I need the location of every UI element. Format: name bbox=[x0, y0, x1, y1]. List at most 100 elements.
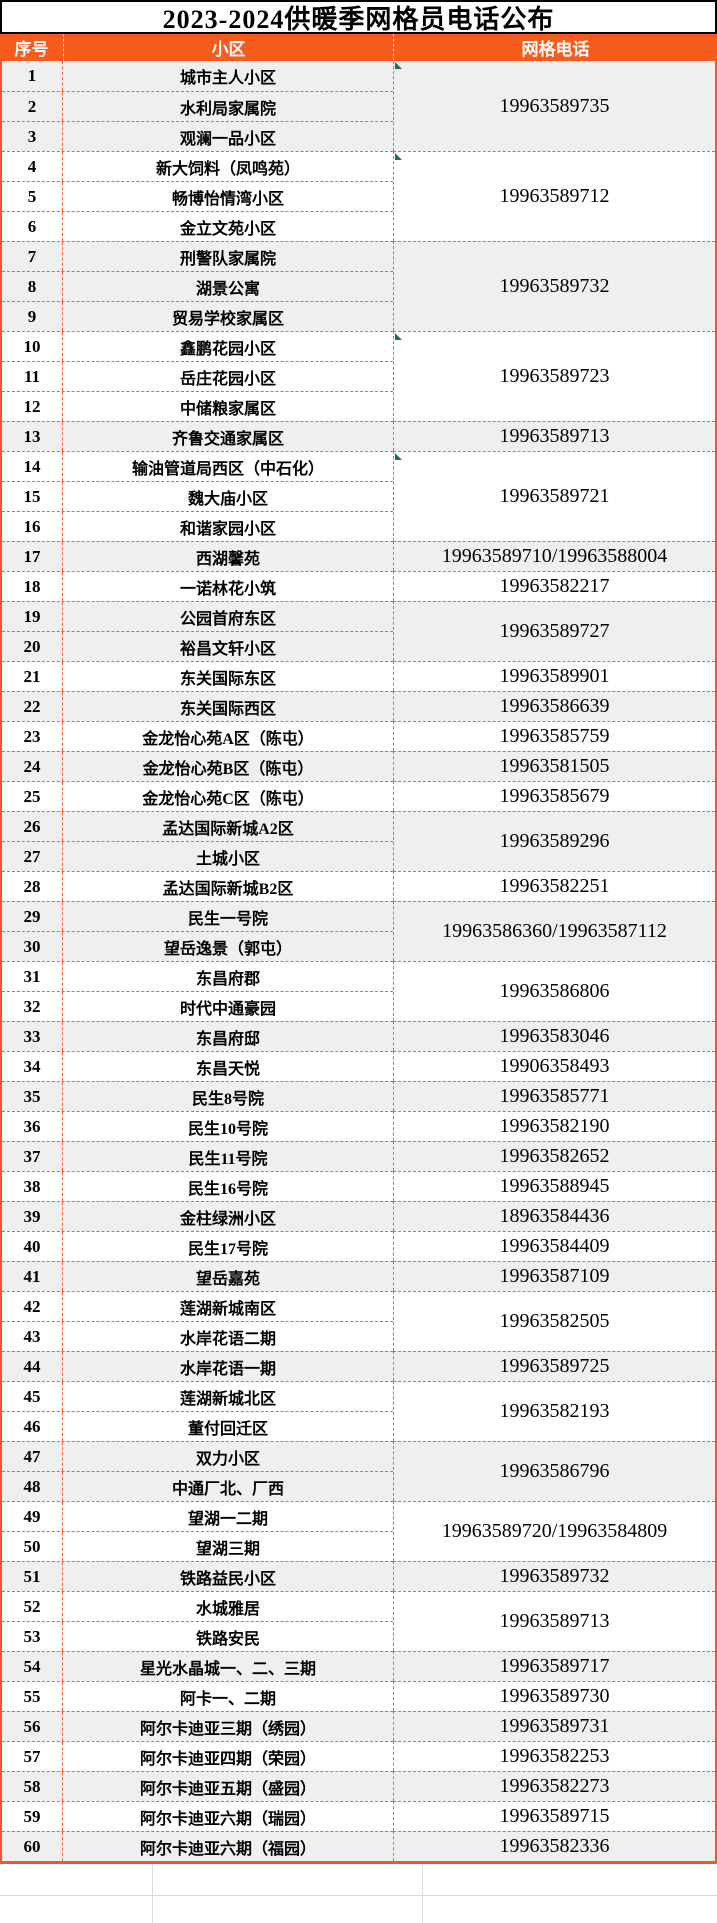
row-group-left-cells: 7 刑警队家属院 8 湖景公寓 9 贸易学校家属区 bbox=[2, 241, 393, 331]
row-index-cell: 10 bbox=[2, 332, 63, 361]
phone-number-cell: 19963582190 bbox=[393, 1111, 715, 1141]
community-name-cell: 望岳逸景（郭屯） bbox=[163, 940, 292, 958]
table-row: 60 阿尔卡迪亚六期（福园） bbox=[2, 1831, 393, 1861]
row-group: 35 民生8号院 19963585771 bbox=[2, 1081, 715, 1111]
row-group: 51 铁路益民小区 19963589732 bbox=[2, 1561, 715, 1591]
community-name-cell: 金柱绿洲小区 bbox=[179, 1210, 276, 1228]
row-group-left-cells: 58 阿尔卡迪亚五期（盛园） bbox=[2, 1771, 393, 1801]
community-name-cell: 金立文苑小区 bbox=[179, 220, 276, 238]
row-group: 40 民生17号院 19963584409 bbox=[2, 1231, 715, 1261]
row-group: 13 齐鲁交通家属区 19963589713 bbox=[2, 421, 715, 451]
community-name-cell: 岳庄花园小区 bbox=[179, 370, 276, 388]
row-index-cell: 56 bbox=[2, 1712, 63, 1741]
row-index-cell: 21 bbox=[2, 662, 63, 691]
cell-error-marker-icon bbox=[395, 62, 402, 69]
community-name-cell: 中通厂北、厂西 bbox=[171, 1480, 284, 1498]
row-group-left-cells: 59 阿尔卡迪亚六期（瑞园） bbox=[2, 1801, 393, 1831]
community-name-cell: 民生8号院 bbox=[191, 1090, 264, 1108]
phone-number-cell: 19963582193 bbox=[393, 1381, 715, 1441]
row-group: 57 阿尔卡迪亚四期（荣园） 19963582253 bbox=[2, 1741, 715, 1771]
community-name-cell: 铁路益民小区 bbox=[179, 1570, 276, 1588]
table-row: 40 民生17号院 bbox=[2, 1231, 393, 1261]
table-row: 26 孟达国际新城A2区 bbox=[2, 811, 393, 841]
row-group-left-cells: 21 东关国际东区 bbox=[2, 661, 393, 691]
community-name-cell: 望岳嘉苑 bbox=[195, 1270, 260, 1288]
row-group-left-cells: 18 一诺林花小筑 bbox=[2, 571, 393, 601]
phone-number-cell: 19963589735 bbox=[393, 61, 715, 151]
phone-number-cell: 19963582505 bbox=[393, 1291, 715, 1351]
table-row: 9 贸易学校家属区 bbox=[2, 301, 393, 331]
row-index-cell: 13 bbox=[2, 422, 63, 451]
phone-number-cell: 19963589731 bbox=[393, 1711, 715, 1741]
table-row: 8 湖景公寓 bbox=[2, 271, 393, 301]
row-group-left-cells: 38 民生16号院 bbox=[2, 1171, 393, 1201]
row-index-cell: 47 bbox=[2, 1442, 63, 1471]
table-row: 35 民生8号院 bbox=[2, 1081, 393, 1111]
row-index-cell: 53 bbox=[2, 1622, 63, 1651]
row-group-left-cells: 4 新大饲料（凤鸣苑） 5 畅博怡情湾小区 6 金立文苑小区 bbox=[2, 151, 393, 241]
row-index-cell: 30 bbox=[2, 932, 63, 961]
community-name-cell: 裕昌文轩小区 bbox=[179, 640, 276, 658]
row-group: 38 民生16号院 19963588945 bbox=[2, 1171, 715, 1201]
table-row: 38 民生16号院 bbox=[2, 1171, 393, 1201]
grid-vertical-line bbox=[422, 1864, 423, 1923]
community-name-cell: 东关国际东区 bbox=[179, 670, 276, 688]
community-name-cell: 公园首府东区 bbox=[179, 610, 276, 628]
phone-number-cell: 19963587109 bbox=[393, 1261, 715, 1291]
row-index-cell: 49 bbox=[2, 1502, 63, 1531]
table-row: 21 东关国际东区 bbox=[2, 661, 393, 691]
row-group: 17 西湖馨苑 19963589710/19963588004 bbox=[2, 541, 715, 571]
row-group-left-cells: 55 阿卡一、二期 bbox=[2, 1681, 393, 1711]
table-row: 57 阿尔卡迪亚四期（荣园） bbox=[2, 1741, 393, 1771]
row-group-left-cells: 34 东昌天悦 bbox=[2, 1051, 393, 1081]
row-group-left-cells: 51 铁路益民小区 bbox=[2, 1561, 393, 1591]
community-name-cell: 民生一号院 bbox=[187, 910, 268, 928]
phone-number-cell: 19963584409 bbox=[393, 1231, 715, 1261]
row-group-left-cells: 56 阿尔卡迪亚三期（绣园） bbox=[2, 1711, 393, 1741]
row-index-cell: 46 bbox=[2, 1412, 63, 1441]
row-index-cell: 16 bbox=[2, 512, 63, 541]
phone-number-cell: 19963589713 bbox=[393, 1591, 715, 1651]
community-name-cell: 星光水晶城一、二、三期 bbox=[139, 1660, 316, 1678]
row-group-left-cells: 49 望湖一二期 50 望湖三期 bbox=[2, 1501, 393, 1561]
phone-number-cell: 19963589720/19963584809 bbox=[393, 1501, 715, 1561]
table-row: 19 公园首府东区 bbox=[2, 601, 393, 631]
row-group: 56 阿尔卡迪亚三期（绣园） 19963589731 bbox=[2, 1711, 715, 1741]
community-name-cell: 和谐家园小区 bbox=[179, 520, 276, 538]
phone-number-cell: 19963589713 bbox=[393, 421, 715, 451]
table-row: 36 民生10号院 bbox=[2, 1111, 393, 1141]
table-row: 50 望湖三期 bbox=[2, 1531, 393, 1561]
community-name-cell: 土城小区 bbox=[195, 850, 260, 868]
community-name-cell: 水岸花语一期 bbox=[179, 1360, 276, 1378]
community-name-cell: 畅博怡情湾小区 bbox=[171, 190, 284, 208]
row-group-left-cells: 31 东昌府郡 32 时代中通豪园 bbox=[2, 961, 393, 1021]
phone-number-cell: 19963589723 bbox=[393, 331, 715, 421]
table-row: 20 裕昌文轩小区 bbox=[2, 631, 393, 661]
row-index-cell: 24 bbox=[2, 752, 63, 781]
community-name-cell: 孟达国际新城A2区 bbox=[162, 820, 294, 838]
community-name-cell: 孟达国际新城B2区 bbox=[162, 880, 294, 898]
community-name-cell: 西湖馨苑 bbox=[195, 550, 260, 568]
row-index-cell: 55 bbox=[2, 1682, 63, 1711]
phone-number-cell: 19963589727 bbox=[393, 601, 715, 661]
header-phone-column: 网格电话 bbox=[393, 34, 717, 61]
row-group: 41 望岳嘉苑 19963587109 bbox=[2, 1261, 715, 1291]
phone-number-cell: 19963583046 bbox=[393, 1021, 715, 1051]
header-community-column: 小区 bbox=[63, 34, 393, 61]
phone-number-cell: 19963585771 bbox=[393, 1081, 715, 1111]
row-group-left-cells: 1 城市主人小区 2 水利局家属院 3 观澜一品小区 bbox=[2, 61, 393, 151]
table-header-row: 序号 小区 网格电话 bbox=[0, 34, 717, 61]
row-index-cell: 14 bbox=[2, 452, 63, 481]
row-group: 10 鑫鹏花园小区 11 岳庄花园小区 12 中储粮家属区 19963589723 bbox=[2, 331, 715, 421]
row-group-left-cells: 41 望岳嘉苑 bbox=[2, 1261, 393, 1291]
phone-number-cell: 19963589732 bbox=[393, 241, 715, 331]
row-index-cell: 33 bbox=[2, 1022, 63, 1051]
row-group-left-cells: 22 东关国际西区 bbox=[2, 691, 393, 721]
row-index-cell: 50 bbox=[2, 1532, 63, 1561]
phone-number-cell: 19963589725 bbox=[393, 1351, 715, 1381]
row-group: 37 民生11号院 19963582652 bbox=[2, 1141, 715, 1171]
community-name-cell: 民生11号院 bbox=[188, 1150, 268, 1168]
empty-grid-area bbox=[0, 1864, 717, 1923]
row-index-cell: 22 bbox=[2, 692, 63, 721]
